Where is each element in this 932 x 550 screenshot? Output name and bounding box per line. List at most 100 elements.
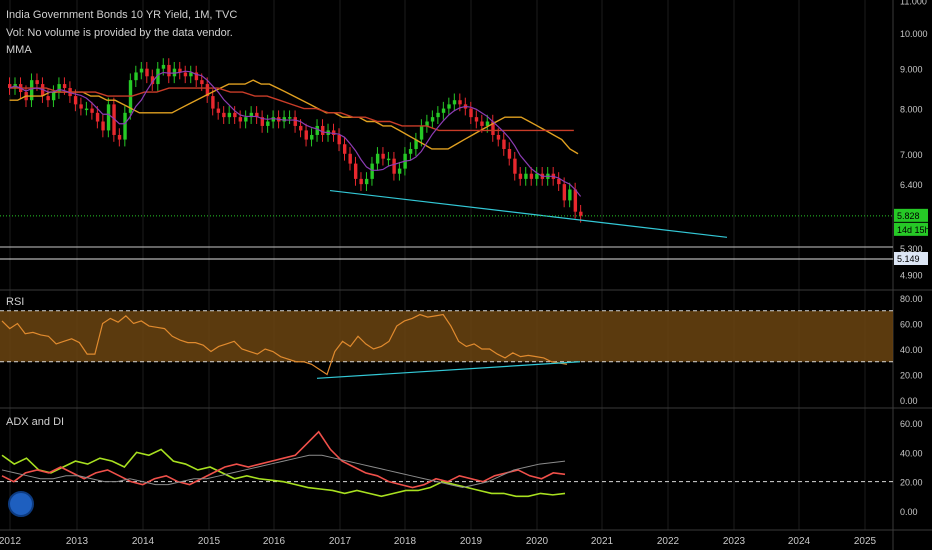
adx-green-line [1, 448, 566, 498]
price-tick-label: 9.000 [900, 65, 923, 75]
candle-body [414, 139, 418, 149]
rsi-tick-label: 60.00 [900, 320, 923, 330]
candle-body [233, 112, 237, 118]
price-tick-label: 6.400 [900, 180, 923, 190]
candle-body [117, 134, 122, 140]
candle-body [452, 100, 457, 105]
candle-body [491, 121, 495, 135]
candle-body [238, 117, 243, 122]
candle-body [304, 130, 308, 140]
x-tick-label: 2014 [132, 536, 155, 547]
candle-body [227, 112, 232, 118]
candle-body [381, 153, 385, 159]
candle-body [579, 211, 583, 216]
candle-body [216, 108, 221, 113]
price-tick-label: 11.000 [900, 0, 927, 7]
chart-title: India Government Bonds 10 YR Yield, 1M, … [6, 9, 238, 21]
candle-body [29, 80, 34, 101]
x-tick-label: 2018 [394, 536, 417, 547]
candle-body [271, 117, 275, 122]
countdown-text: 14d 15h [897, 225, 930, 235]
candle-body [425, 121, 429, 126]
candle-body [337, 134, 341, 145]
candle-body [299, 125, 303, 131]
candle-body [485, 121, 490, 126]
candle-body [386, 158, 391, 161]
candle-body [507, 148, 512, 159]
rsi-tick-label: 20.00 [900, 371, 923, 381]
candle-body [249, 112, 254, 118]
x-tick-label: 2025 [854, 536, 877, 547]
price-tick-label: 10.000 [900, 29, 928, 39]
candle-body [353, 163, 358, 179]
x-tick-label: 2022 [657, 536, 680, 547]
candle-body [332, 130, 336, 135]
candle-body [62, 84, 67, 89]
candle-body [84, 108, 89, 111]
x-tick-label: 2021 [591, 536, 614, 547]
candle-body [458, 100, 462, 105]
candle-body [447, 104, 451, 109]
candle-body [222, 112, 226, 118]
x-tick-label: 2024 [788, 536, 811, 547]
candle-body [189, 72, 193, 77]
rsi-tick-label: 0.00 [900, 396, 918, 406]
price-tick-label: 4.900 [900, 271, 923, 281]
candle-body [46, 96, 50, 101]
x-tick-label: 2020 [526, 536, 549, 547]
candle-body [321, 125, 325, 135]
candle-body [79, 104, 83, 109]
trendlines [0, 189, 893, 260]
price-tick-label: 7.000 [900, 150, 923, 160]
tradingview-logo-icon[interactable] [8, 491, 34, 517]
candle-body [167, 64, 171, 77]
candle-body [496, 134, 501, 140]
candle-body [178, 68, 182, 73]
candle-body [348, 153, 352, 164]
candle-body [161, 64, 166, 69]
moving-average-line [9, 79, 579, 155]
x-tick-label: 2013 [66, 536, 89, 547]
volume-note: Vol: No volume is provided by the data v… [6, 27, 233, 39]
horizontal-line-text: 5.149 [897, 254, 920, 264]
candle-body [502, 139, 506, 149]
x-tick-label: 2017 [329, 536, 352, 547]
candle-body [568, 189, 572, 201]
x-tick-label: 2016 [263, 536, 286, 547]
moving-average-line [9, 87, 574, 132]
x-tick-label: 2015 [198, 536, 221, 547]
candle-body [200, 80, 204, 85]
candle-body [112, 104, 116, 135]
x-tick-label: 2019 [460, 536, 483, 547]
candle-body [205, 84, 210, 97]
candle-body [134, 72, 138, 81]
candle-body [524, 173, 528, 179]
candle-body [469, 108, 473, 118]
rsi-trendline [316, 361, 581, 379]
candle-body [342, 144, 347, 154]
candle-body [57, 84, 61, 93]
candle-body [310, 134, 314, 140]
candle-body [392, 158, 396, 174]
candle-body [139, 68, 144, 73]
candle-body [419, 125, 424, 140]
candle-body [441, 108, 446, 113]
candle-body [513, 158, 517, 174]
candle-body [95, 112, 100, 122]
candle-body [183, 72, 188, 77]
adx-tick-label: 60.00 [900, 419, 923, 429]
candle-body [35, 80, 39, 85]
candle-body [150, 76, 155, 85]
candle-body [535, 173, 539, 179]
rsi-line [1, 313, 568, 376]
candle-body [123, 112, 127, 140]
candle-body [562, 184, 567, 201]
rsi-band-fill [0, 310, 893, 362]
rsi-tick-label: 80.00 [900, 294, 923, 304]
candle-body [211, 96, 215, 109]
countdown-badge [894, 222, 928, 236]
adx-gray-line [1, 454, 566, 489]
